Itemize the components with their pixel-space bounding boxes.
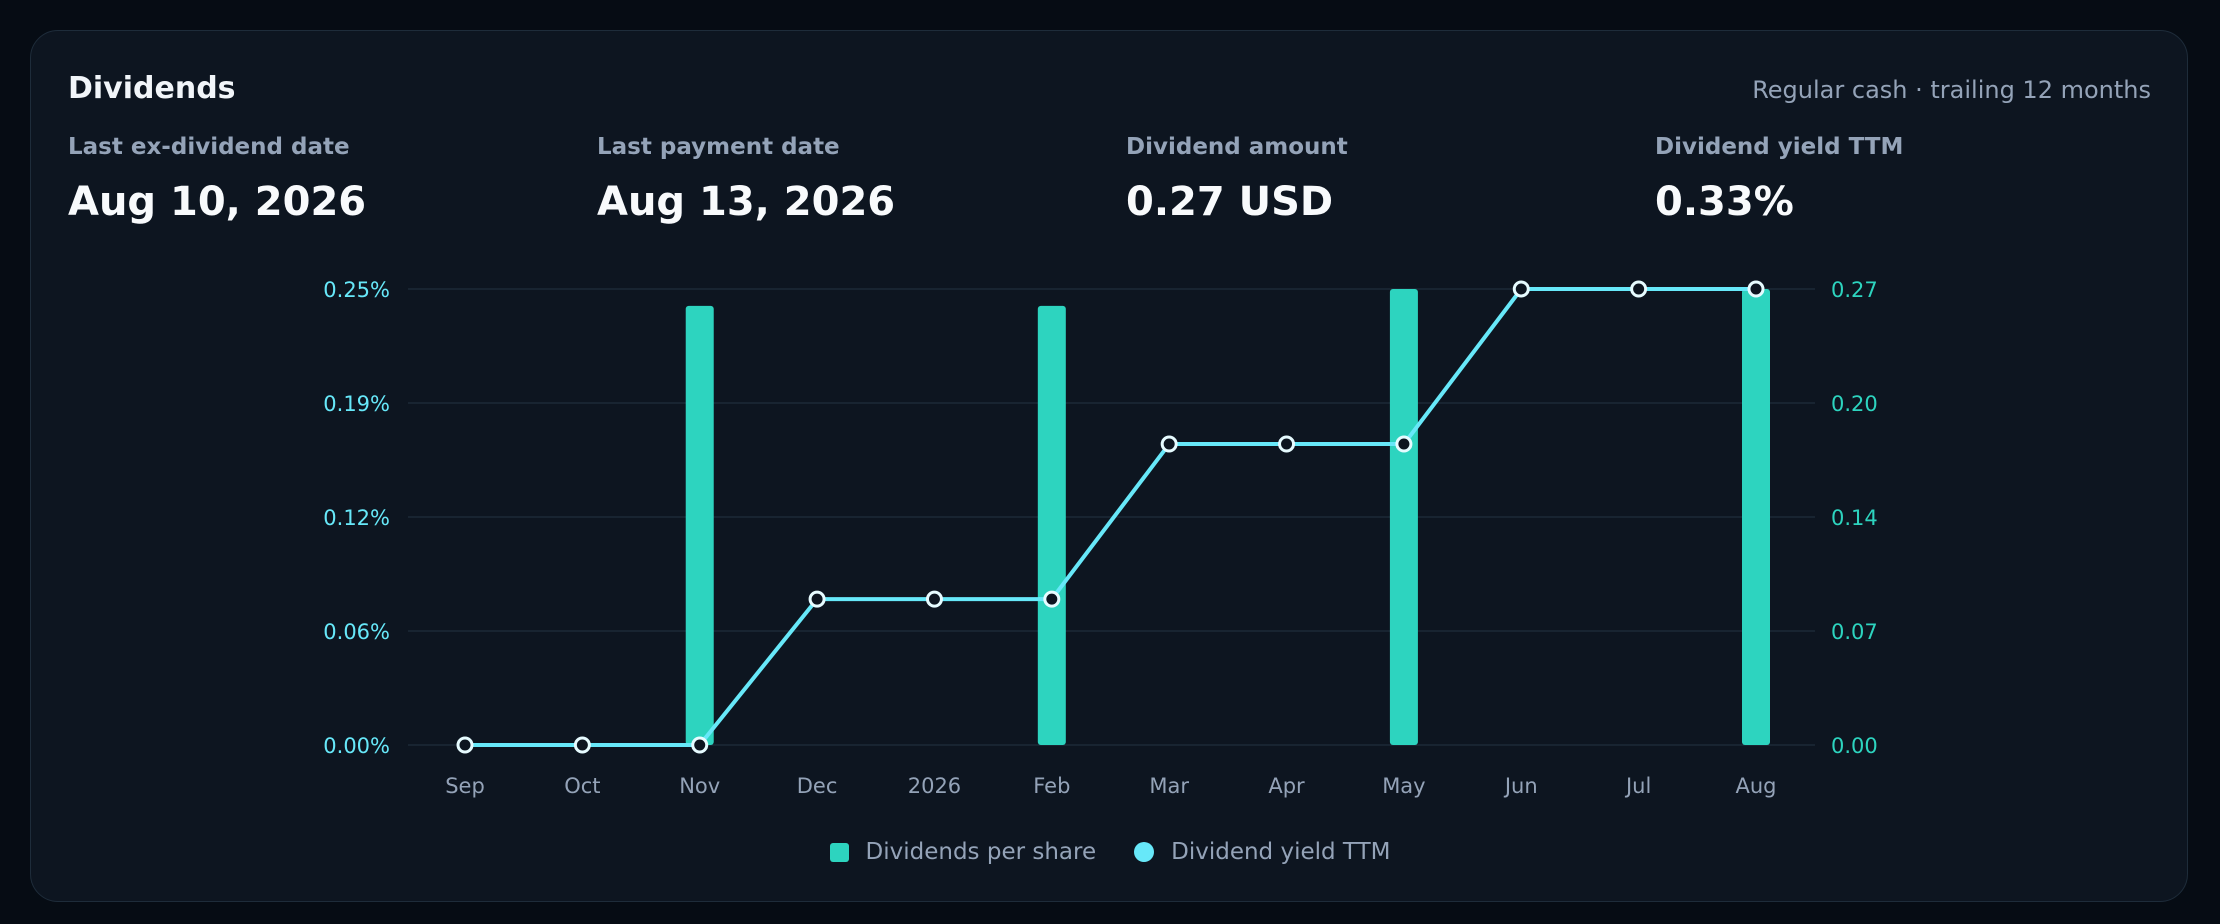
x-tick-label: Mar [1149,774,1189,798]
stat-dividend-amount: Dividend amount 0.27 USD [1126,134,1348,225]
bar [685,305,714,745]
stat-last-ex-dividend-date: Last ex-dividend date Aug 10, 2026 [68,134,366,225]
x-tick-label: Aug [1735,774,1776,798]
y-left-tick-label: 0.19% [323,392,390,416]
line-series-yield [465,287,1756,747]
line-point [456,736,474,754]
line-point [1278,435,1296,453]
card-subtitle: Regular cash · trailing 12 months [1752,76,2151,104]
bar [1389,289,1418,745]
x-tick-label: Jun [1503,774,1538,798]
y-right-tick-label: 0.07 [1831,620,1878,644]
legend-item-dividend-yield-ttm[interactable]: Dividend yield TTM [1134,839,1390,865]
dividends-chart: 0.00% 0.00 0.06% 0.07 0.12% 0.14 0.19% 0.20 0.25… [323,278,1878,798]
line-point [573,736,591,754]
legend-label: Dividend yield TTM [1171,839,1391,865]
y-left-tick-label: 0.12% [323,506,390,530]
chart-legend: Dividends per share Dividend yield TTM [31,839,2189,865]
stat-value: Aug 10, 2026 [68,179,367,225]
y-left-tick-label: 0.25% [323,278,390,302]
line-point [1395,435,1413,453]
x-tick-label: Oct [564,774,600,798]
card-title: Dividends [68,71,236,106]
x-tick-label: Nov [679,774,720,798]
stat-label: Dividend yield TTM [1655,134,1904,160]
line-point [691,736,709,754]
line-point [808,590,826,608]
y-left-tick-label: 0.00% [323,734,390,758]
legend-swatch-bar [829,842,849,862]
stat-value: Aug 13, 2026 [597,179,896,225]
line-point [1630,280,1648,298]
stat-label: Dividend amount [1126,134,1348,160]
stat-label: Last payment date [597,134,840,160]
x-tick-label: Apr [1268,774,1305,798]
x-tick-label: May [1382,774,1425,798]
stat-value: 0.33% [1655,179,1794,225]
line-point [925,590,943,608]
x-tick-label: 2026 [908,774,961,798]
y-right-tick-label: 0.00 [1831,734,1878,758]
stat-last-payment-date: Last payment date Aug 13, 2026 [597,134,895,225]
y-right-tick-label: 0.20 [1831,392,1878,416]
line-point [1160,435,1178,453]
x-tick-label: Feb [1033,774,1070,798]
y-left-tick-label: 0.06% [323,620,390,644]
y-right-tick-label: 0.27 [1831,278,1878,302]
y-right-tick-label: 0.14 [1831,506,1878,530]
dividends-card: Dividends Regular cash · trailing 12 mon… [30,30,2188,902]
legend-label: Dividends per share [865,839,1097,865]
bar [1037,305,1066,745]
line-point [1043,590,1061,608]
bar [1742,289,1770,745]
x-tick-label: Jul [1624,774,1651,798]
line-point [1512,280,1530,298]
x-tick-label: Dec [797,774,838,798]
legend-item-dividends-per-share[interactable]: Dividends per share [829,839,1097,865]
stat-label: Last ex-dividend date [68,134,350,160]
x-tick-label: Sep [445,774,485,798]
legend-swatch-line [1134,842,1155,862]
line-point [1747,280,1765,298]
stat-dividend-yield-ttm: Dividend yield TTM 0.33% [1655,134,1903,225]
stat-value: 0.27 USD [1126,179,1334,225]
